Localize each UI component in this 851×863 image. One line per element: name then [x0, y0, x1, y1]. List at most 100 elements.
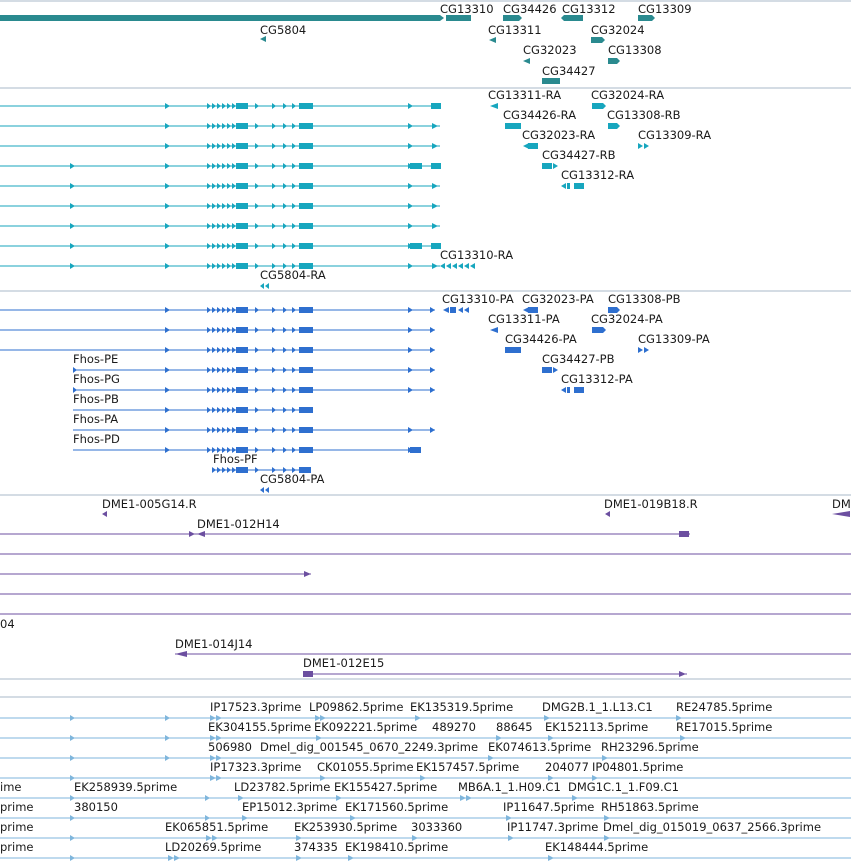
exon-arrow[interactable]: [207, 347, 211, 353]
exon-block[interactable]: [299, 103, 313, 109]
exon-arrow[interactable]: [432, 143, 438, 149]
exon-block[interactable]: [299, 307, 313, 313]
exon-block[interactable]: [431, 103, 441, 109]
exon-arrow[interactable]: [70, 715, 75, 721]
exon-block[interactable]: [561, 15, 583, 21]
exon-arrow[interactable]: [210, 755, 216, 761]
exon-arrow[interactable]: [222, 387, 226, 393]
exon-block[interactable]: [299, 347, 313, 353]
exon-block[interactable]: [542, 367, 552, 373]
exon-arrow[interactable]: [523, 307, 529, 313]
exon-block[interactable]: [303, 671, 313, 677]
exon-arrow[interactable]: [165, 307, 170, 313]
exon-arrow[interactable]: [255, 243, 259, 249]
exon-block[interactable]: [567, 183, 570, 189]
feature-label[interactable]: EK135319.5prime: [410, 700, 513, 714]
feature-label[interactable]: CG13312-PA: [561, 372, 633, 386]
exon-arrow[interactable]: [232, 307, 236, 313]
exon-arrow[interactable]: [553, 367, 558, 373]
feature-label[interactable]: CG13308: [608, 43, 662, 57]
exon-block[interactable]: [574, 387, 584, 393]
exon-arrow[interactable]: [255, 367, 259, 373]
exon-arrow[interactable]: [212, 467, 216, 473]
exon-arrow[interactable]: [165, 203, 170, 209]
exon-arrow[interactable]: [227, 223, 231, 229]
exon-arrow[interactable]: [283, 447, 287, 453]
exon-arrow[interactable]: [232, 447, 236, 453]
exon-arrow[interactable]: [292, 143, 296, 149]
exon-arrow[interactable]: [165, 243, 170, 249]
exon-arrow[interactable]: [283, 347, 287, 353]
exon-block[interactable]: [592, 103, 606, 109]
feature-label[interactable]: IP17523.3prime: [210, 700, 301, 714]
exon-arrow[interactable]: [232, 407, 236, 413]
exon-arrow[interactable]: [255, 183, 259, 189]
exon-arrow[interactable]: [217, 123, 221, 129]
exon-arrow[interactable]: [272, 347, 276, 353]
feature-label[interactable]: EK198410.5prime: [345, 840, 448, 854]
exon-arrow[interactable]: [222, 447, 226, 453]
exon-arrow[interactable]: [232, 243, 236, 249]
exon-arrow[interactable]: [548, 855, 554, 861]
exon-arrow[interactable]: [212, 427, 216, 433]
exon-block[interactable]: [574, 183, 584, 189]
exon-arrow[interactable]: [70, 163, 75, 169]
exon-arrow[interactable]: [272, 143, 276, 149]
exon-arrow[interactable]: [430, 347, 435, 353]
exon-arrow[interactable]: [73, 367, 77, 373]
feature-label[interactable]: CG13312: [562, 2, 616, 16]
exon-arrow[interactable]: [408, 123, 413, 129]
feature-label[interactable]: Dmel_dig_015019_0637_2566.3prime: [603, 820, 821, 834]
feature-label[interactable]: CG13309-RA: [638, 128, 711, 142]
feature-label[interactable]: EK155427.5prime: [334, 780, 437, 794]
exon-arrow[interactable]: [283, 427, 287, 433]
exon-block[interactable]: [299, 467, 311, 473]
exon-arrow[interactable]: [216, 755, 222, 761]
exon-block[interactable]: [505, 347, 521, 353]
feature-label[interactable]: Fhos-PE: [73, 352, 118, 366]
exon-arrow[interactable]: [304, 571, 311, 577]
exon-arrow[interactable]: [217, 203, 221, 209]
feature-label[interactable]: CG34427-RB: [542, 148, 616, 162]
exon-block[interactable]: [450, 307, 456, 313]
exon-block[interactable]: [567, 387, 570, 393]
exon-arrow[interactable]: [292, 243, 296, 249]
exon-arrow[interactable]: [430, 307, 435, 313]
exon-arrow[interactable]: [207, 203, 211, 209]
exon-arrow[interactable]: [408, 387, 413, 393]
exon-arrow[interactable]: [70, 263, 75, 269]
exon-arrow[interactable]: [496, 735, 502, 741]
feature-label[interactable]: CG13308-PB: [608, 292, 681, 306]
exon-arrow[interactable]: [227, 163, 231, 169]
exon-arrow[interactable]: [207, 163, 211, 169]
exon-arrow[interactable]: [265, 283, 269, 289]
exon-arrow[interactable]: [70, 775, 75, 781]
exon-arrow[interactable]: [464, 263, 469, 269]
exon-arrow[interactable]: [348, 855, 354, 861]
exon-arrow[interactable]: [523, 58, 530, 64]
exon-arrow[interactable]: [217, 307, 221, 313]
exon-arrow[interactable]: [165, 407, 170, 413]
exon-block[interactable]: [236, 387, 248, 393]
feature-label[interactable]: 380150: [74, 800, 118, 814]
feature-label[interactable]: DME1-014J14: [175, 637, 253, 651]
feature-label[interactable]: EK148444.5prime: [545, 840, 648, 854]
exon-arrow[interactable]: [283, 143, 287, 149]
exon-block[interactable]: [299, 143, 313, 149]
exon-arrow[interactable]: [165, 347, 170, 353]
exon-arrow[interactable]: [292, 407, 296, 413]
feature-label[interactable]: DME1-019B18.R: [604, 497, 698, 511]
exon-arrow[interactable]: [548, 735, 554, 741]
exon-arrow[interactable]: [206, 835, 212, 841]
exon-arrow[interactable]: [212, 243, 216, 249]
exon-arrow[interactable]: [488, 755, 494, 761]
exon-block[interactable]: [236, 307, 248, 313]
exon-block[interactable]: [236, 203, 248, 209]
exon-arrow[interactable]: [432, 263, 438, 269]
feature-label[interactable]: IP04801.5prime: [592, 760, 683, 774]
exon-arrow[interactable]: [207, 183, 211, 189]
exon-arrow[interactable]: [227, 183, 231, 189]
exon-block[interactable]: [410, 243, 422, 249]
exon-block[interactable]: [299, 123, 313, 129]
exon-arrow[interactable]: [272, 387, 276, 393]
